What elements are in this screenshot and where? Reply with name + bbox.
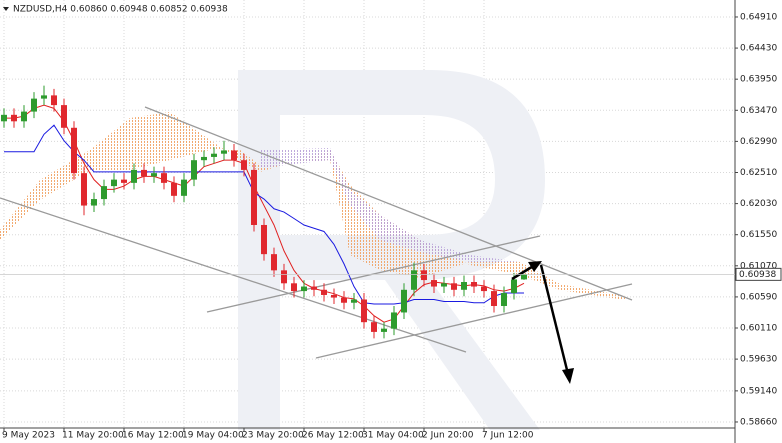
forecast-arrows [511,261,574,384]
triangle-lower [315,283,633,359]
candle-body [281,270,287,284]
candle-body [81,173,87,206]
trend-lines [0,106,633,359]
candle-body [1,114,7,122]
x-tick-label: 19 May 04:00 [182,431,244,441]
x-tick-label: 7 Jun 12:00 [482,431,534,441]
y-tick-label: 0.62030 [740,199,777,209]
x-tick-label: 31 May 04:00 [362,431,424,441]
candle-body [501,293,507,306]
candle-body [141,169,147,177]
candle-body [131,169,137,183]
y-tick-label: 0.62510 [740,168,777,178]
candle-body [351,299,357,303]
candle-body [481,286,487,292]
channel-lower [0,197,467,353]
candle-body [271,254,277,271]
candle-body [251,169,257,225]
candle-body [11,114,17,122]
plot [1,85,527,339]
candle-body [171,182,177,196]
candle-body [181,179,187,196]
indicator-line [4,124,524,305]
candle-body [71,127,77,174]
candle-body [121,179,127,183]
y-tick-label: 0.64910 [740,12,777,22]
candle-body [361,299,367,323]
x-tick-label: 2 Jun 20:00 [422,431,474,441]
x-tick-label: 26 May 12:00 [302,431,364,441]
y-tick-label: 0.63470 [740,106,777,116]
grid [0,0,735,428]
x-tick-label: 9 May 2023 [2,431,55,441]
candle-body [301,286,307,292]
candle-body [41,95,47,99]
triangle-upper [206,235,541,313]
y-tick-label: 0.59630 [740,355,777,365]
candle-body [471,282,477,287]
candle-body [381,328,387,332]
y-tick-label: 0.61070 [740,261,777,271]
candle-body [411,270,417,290]
candle-body [261,224,267,255]
price-label: 0.60938 [739,270,776,280]
x-tick-label: 11 May 20:00 [62,431,124,441]
y-tick-label: 0.59140 [740,386,777,396]
candle-body [221,150,227,154]
candle-body [421,270,427,281]
candle-body [161,173,167,183]
candle-body [211,153,217,157]
candle-body [31,98,37,112]
y-tick-label: 0.61550 [740,230,777,240]
candle-body [311,286,317,290]
candle-body [391,312,397,329]
channel-upper [144,106,633,301]
y-tick-label: 0.64430 [740,44,777,54]
candle-body [461,282,467,290]
candle-body [191,160,197,180]
y-tick-label: 0.60110 [740,324,777,334]
candle-body [111,179,117,187]
candle-body [151,173,157,177]
candle-body [521,274,527,280]
candle-body [331,294,337,298]
candle-body [91,199,97,206]
x-tick-label: 16 May 12:00 [122,431,184,441]
y-tick-label: 0.60590 [740,292,777,302]
cloud [0,112,625,300]
candle-body [431,280,437,287]
candle-body [341,297,347,303]
candle-body [101,186,107,200]
candle-body [371,322,377,332]
x-tick-label: 23 May 20:00 [242,431,304,441]
indicator-line [4,104,525,323]
candle-body [51,95,57,106]
candle-body [321,289,327,295]
candle-body [451,283,457,290]
candle-body [511,279,517,294]
candle-body [21,111,27,122]
candle-body [241,160,247,170]
candle-body [291,283,297,292]
chart-title: NZDUSD,H4 0.60860 0.60948 0.60852 0.6093… [13,5,228,15]
y-tick-label: 0.62990 [740,137,777,147]
price-label-box [735,267,782,281]
candle-body [231,150,237,161]
candle-body [441,283,447,287]
candle-body [491,291,497,306]
candle-body [61,105,67,128]
candle-body [401,289,407,313]
y-tick-label: 0.58660 [740,417,777,427]
candle-body [201,156,207,161]
y-tick-label: 0.63950 [740,75,777,85]
header: NZDUSD,H4 0.60860 0.60948 0.60852 0.6093… [3,5,228,15]
